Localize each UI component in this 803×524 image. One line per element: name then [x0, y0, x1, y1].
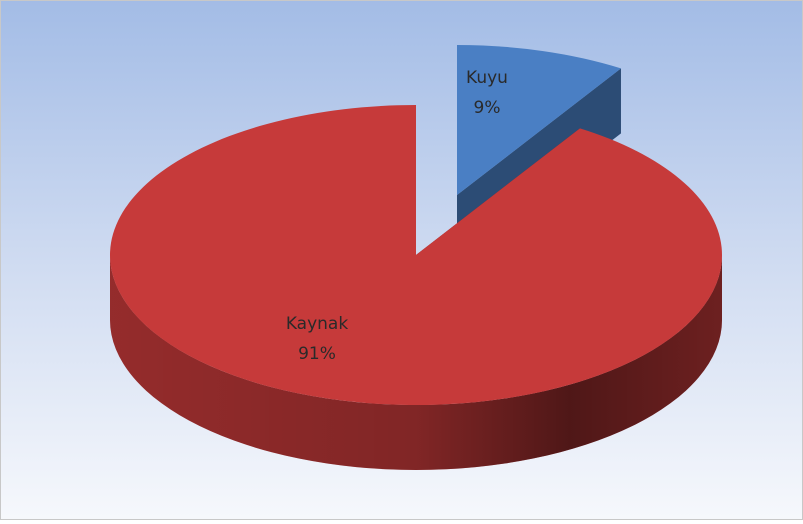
slice-category-label: Kuyu [466, 68, 508, 88]
slice-value-label: 91% [298, 344, 336, 364]
slice-category-label: Kaynak [286, 314, 349, 334]
pie-slice [109, 105, 722, 406]
pie-side-shade [110, 255, 722, 470]
slice-value-label: 9% [474, 98, 501, 118]
pie-slice [457, 45, 621, 195]
